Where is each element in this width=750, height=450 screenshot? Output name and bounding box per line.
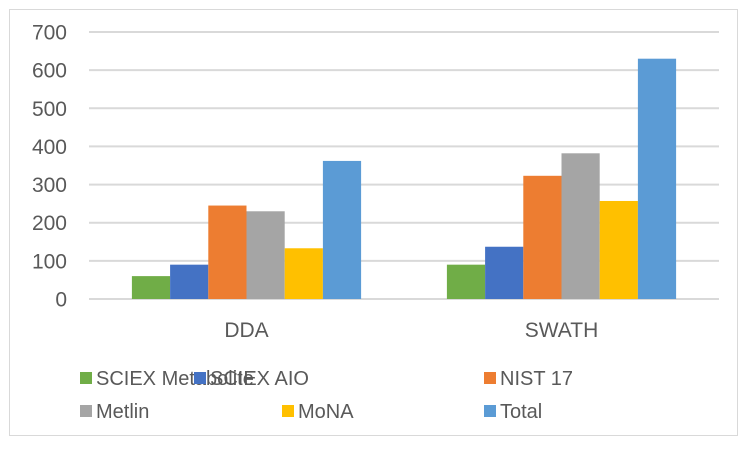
legend-swatch bbox=[484, 372, 496, 384]
bar-sciex-metabolite-swath bbox=[446, 264, 486, 299]
legend-item: MoNA bbox=[282, 401, 354, 423]
bar-sciex-aio-swath bbox=[485, 246, 524, 299]
legend-item: SCIEX Metabolite bbox=[80, 368, 254, 390]
bar-metlin-swath bbox=[561, 153, 600, 299]
legend-item: SCIEX AIO bbox=[194, 368, 309, 390]
y-axis-tick-labels: 0 100 200 300 400 500 600 700 bbox=[32, 22, 67, 312]
legend-swatch bbox=[194, 372, 206, 384]
legend-item: Metlin bbox=[80, 401, 149, 423]
y-tick-label: 100 bbox=[32, 250, 67, 273]
y-tick-label: 700 bbox=[32, 22, 67, 45]
bar-sciex-aio-dda bbox=[170, 264, 209, 299]
x-category-label: DDA bbox=[224, 319, 268, 342]
legend-item: NIST 17 bbox=[484, 368, 573, 390]
x-category-label: SWATH bbox=[525, 319, 599, 342]
legend-swatch bbox=[80, 405, 92, 417]
y-tick-label: 300 bbox=[32, 174, 67, 197]
legend-label: NIST 17 bbox=[500, 368, 573, 390]
legend-label: Total bbox=[500, 401, 542, 423]
bar-sciex-metabolite-dda bbox=[131, 276, 171, 299]
bar-mona-swath bbox=[599, 200, 638, 299]
legend-item: Total bbox=[484, 401, 542, 423]
bar-total-swath bbox=[637, 58, 677, 300]
bar-total-dda bbox=[322, 160, 362, 299]
y-tick-label: 500 bbox=[32, 98, 67, 121]
bar-mona-dda bbox=[284, 248, 323, 299]
legend-swatch bbox=[80, 372, 92, 384]
y-tick-label: 400 bbox=[32, 136, 67, 159]
legend-swatch bbox=[484, 405, 496, 417]
bar-metlin-dda bbox=[246, 211, 285, 299]
legend-label: SCIEX Metabolite bbox=[96, 368, 254, 390]
bars bbox=[131, 58, 677, 300]
bar-nist-17-swath bbox=[523, 175, 562, 299]
legend-label: MoNA bbox=[298, 401, 354, 423]
y-tick-label: 0 bbox=[55, 289, 67, 312]
bar-nist-17-dda bbox=[208, 205, 247, 299]
legend-label: Metlin bbox=[96, 401, 149, 423]
legend-label: SCIEX AIO bbox=[210, 368, 309, 390]
x-axis-category-labels: DDA SWATH bbox=[224, 319, 598, 342]
y-tick-label: 200 bbox=[32, 212, 67, 235]
legend-swatch bbox=[282, 405, 294, 417]
y-tick-label: 600 bbox=[32, 60, 67, 83]
